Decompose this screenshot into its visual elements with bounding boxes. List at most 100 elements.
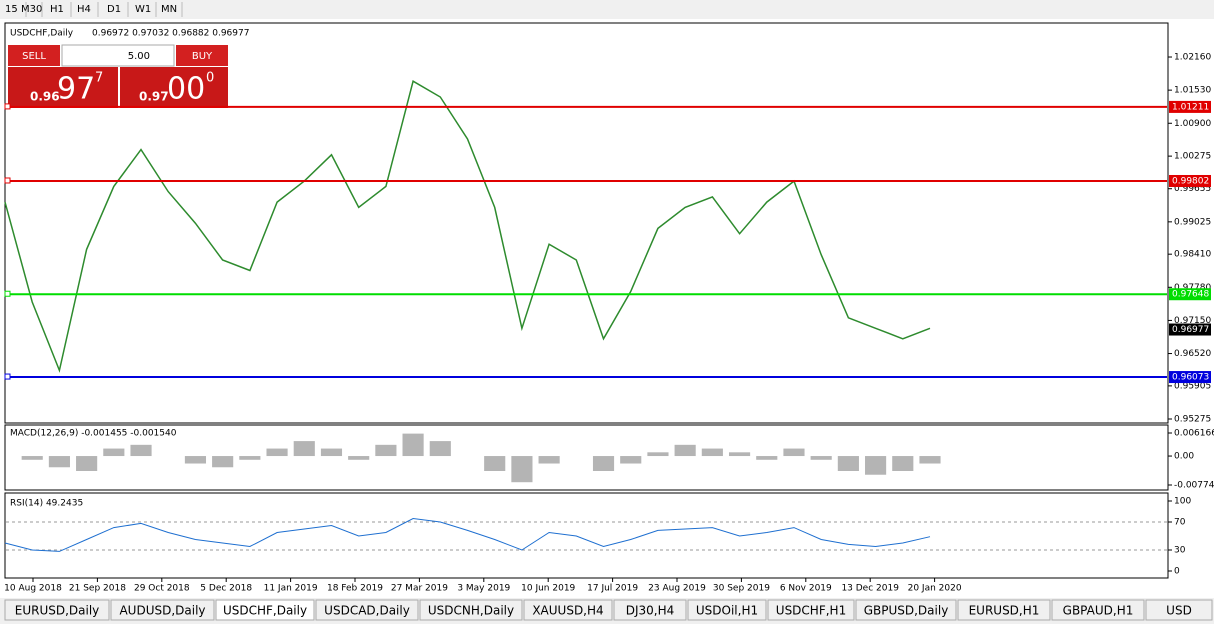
y-tick-label: 0.97780	[1174, 283, 1211, 293]
y-tick-label: 30	[1174, 546, 1186, 556]
tab-label[interactable]: USD	[1166, 604, 1192, 618]
level-label-box	[1169, 371, 1211, 384]
y-tick-label: 70	[1174, 518, 1186, 528]
sell-label[interactable]: SELL	[22, 51, 46, 62]
x-tick-label: 5 Dec 2018	[200, 584, 252, 594]
tab[interactable]	[613, 599, 687, 621]
tab-label[interactable]: EURUSD,Daily	[15, 604, 100, 618]
x-tick-label: 13 Dec 2019	[841, 584, 899, 594]
tab[interactable]	[110, 599, 215, 621]
x-tick-label: 18 Feb 2019	[327, 584, 383, 594]
x-tick-label: 6 Nov 2019	[780, 584, 832, 594]
macd-bar	[429, 441, 451, 457]
bid-box[interactable]	[8, 67, 118, 108]
timeframe-button[interactable]: W1	[135, 4, 151, 15]
tab-label[interactable]: USDCAD,Daily	[324, 604, 410, 618]
tab[interactable]	[767, 599, 855, 621]
tab[interactable]	[1145, 599, 1213, 621]
toolbar	[0, 0, 1214, 19]
y-tick-label: 100	[1174, 497, 1191, 507]
level-handle	[4, 290, 11, 297]
trade-panel: SELL 5.00 BUY 0.96 97 7 0.97 00 0	[8, 44, 228, 108]
tab-label[interactable]: EURUSD,H1	[969, 604, 1040, 618]
volume-input[interactable]	[61, 44, 175, 67]
x-tick-label: 10 Jun 2019	[521, 584, 575, 594]
timeframe-button[interactable]: M30	[21, 4, 42, 15]
level-handle	[4, 103, 11, 110]
macd-bar	[674, 444, 696, 457]
buy-label[interactable]: BUY	[192, 51, 213, 62]
y-tick-label: 1.02160	[1174, 53, 1211, 63]
y-tick-label: 0.96520	[1174, 349, 1211, 359]
tab[interactable]	[4, 599, 110, 621]
tab[interactable]	[687, 599, 767, 621]
tab[interactable]	[215, 599, 315, 621]
level-handle	[4, 373, 11, 380]
y-tick-label: 0.95275	[1174, 415, 1211, 425]
y-tick-label: -0.007745	[1174, 480, 1214, 490]
y-tick-label: 0.99655	[1174, 184, 1211, 194]
macd-bar	[892, 456, 914, 471]
x-tick-label: 29 Oct 2018	[134, 584, 190, 594]
macd-bar	[103, 448, 125, 457]
tab[interactable]	[419, 599, 523, 621]
tab-label[interactable]: GBPAUD,H1	[1063, 604, 1134, 618]
price-line	[4, 517, 931, 552]
tab-label[interactable]: AUDUSD,Daily	[119, 604, 205, 618]
macd-bar	[647, 452, 669, 457]
timeframe-button[interactable]: H4	[77, 4, 91, 15]
ask-prefix: 0.97	[139, 90, 169, 104]
y-tick-label: 1.00900	[1174, 119, 1211, 129]
tab-label[interactable]: USDOil,H1	[696, 604, 758, 618]
macd-bar	[402, 433, 424, 457]
y-tick-label: 0.98410	[1174, 250, 1211, 260]
tab-label[interactable]: USDCHF,Daily	[223, 604, 307, 618]
timeframe-button[interactable]: MN	[161, 4, 177, 15]
y-tick-label: 0.006166	[1174, 428, 1214, 438]
x-tick-label: 23 Aug 2019	[648, 584, 706, 594]
quote: 0.96972 0.97032 0.96882 0.96977	[92, 29, 249, 39]
level-label-box	[1169, 174, 1211, 187]
macd-bar	[620, 456, 642, 464]
macd-bar	[48, 456, 70, 468]
tab-label[interactable]: GBPUSD,Daily	[864, 604, 949, 618]
tab-label[interactable]: USDCNH,Daily	[428, 604, 514, 618]
volume[interactable]: 5.00	[128, 51, 150, 62]
bid-big: 97	[57, 72, 95, 107]
ask-box[interactable]	[120, 67, 228, 108]
y-tick-label: 1.01530	[1174, 86, 1211, 96]
timeframe-button[interactable]: D1	[107, 4, 121, 15]
macd-bar	[756, 456, 778, 460]
current-price: 0.96977	[1172, 325, 1209, 335]
x-tick-label: 17 Jul 2019	[587, 584, 638, 594]
sell-button[interactable]	[8, 45, 60, 66]
timeframe-button[interactable]: H1	[50, 4, 64, 15]
buy-button[interactable]	[176, 45, 228, 66]
tab-label[interactable]: XAUUSD,H4	[532, 604, 603, 618]
macd-bar	[320, 448, 343, 457]
tab-label[interactable]: DJ30,H4	[626, 604, 675, 618]
x-tick-label: 20 Jan 2020	[908, 584, 962, 594]
tab[interactable]	[855, 599, 957, 621]
macd-bar	[348, 456, 370, 460]
level-label: 0.99802	[1172, 176, 1209, 186]
timeframe-button[interactable]: 15	[5, 4, 18, 15]
rsi-frame	[4, 492, 1169, 579]
level-handle	[4, 177, 11, 184]
macd-bar	[511, 456, 533, 483]
y-tick-label: 0.95905	[1174, 381, 1211, 391]
tab[interactable]	[315, 599, 419, 621]
y-tick-label: 0.97150	[1174, 316, 1211, 326]
macd-frame	[4, 424, 1169, 491]
macd-title: MACD(12,26,9) -0.001455 -0.001540	[10, 429, 177, 439]
macd-bar	[919, 456, 941, 464]
macd-bar	[837, 456, 859, 471]
tab[interactable]	[957, 599, 1051, 621]
tab[interactable]	[523, 599, 613, 621]
tab-label[interactable]: USDCHF,H1	[776, 604, 846, 618]
tab[interactable]	[1051, 599, 1145, 621]
x-tick-label: 21 Sep 2018	[69, 584, 126, 594]
level-label-box	[1169, 100, 1211, 113]
level-label: 0.96073	[1172, 373, 1209, 383]
